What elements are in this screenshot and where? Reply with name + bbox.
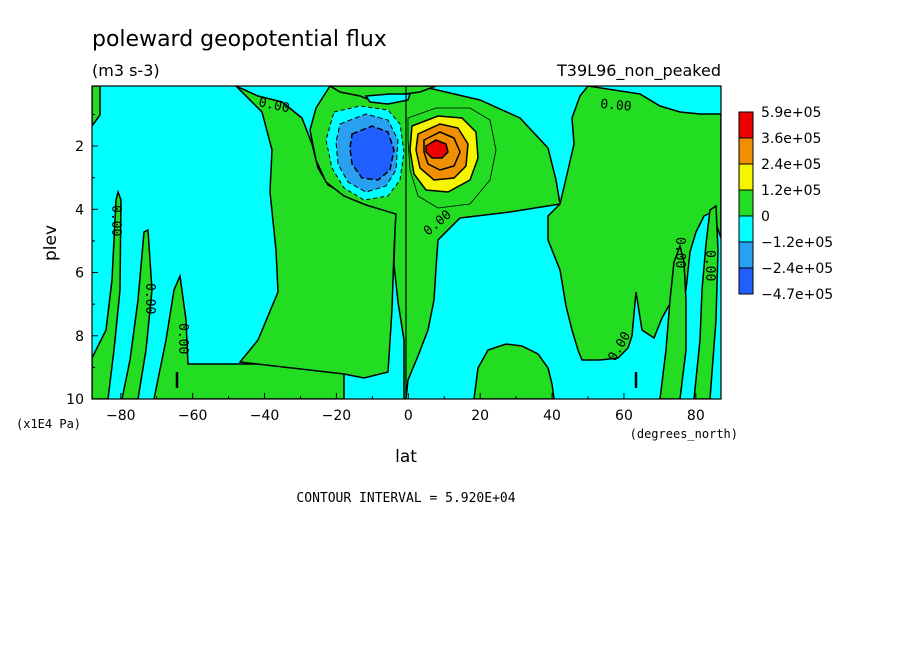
colorbar-label: −4.7e+05	[761, 287, 833, 303]
x-tick-label: 40	[543, 408, 561, 424]
colorbar-label: 5.9e+05	[761, 105, 821, 121]
colorbar-swatch	[738, 267, 754, 295]
positive-region-sp-strip2	[121, 228, 153, 399]
plot-frame	[91, 85, 722, 400]
contour-label: 0.00	[672, 237, 687, 268]
colorbar-label: 2.4e+05	[761, 157, 821, 173]
contour-label: 0.00	[108, 205, 123, 236]
positive-cell-core	[425, 139, 449, 159]
y-axis-label: plev	[41, 225, 61, 261]
y-tick-label: 8	[75, 329, 84, 345]
x-tick-label: −40	[250, 408, 280, 424]
y-tick-label: 6	[75, 266, 84, 282]
y-tick-label: 2	[75, 139, 84, 155]
colorbar-swatch	[738, 189, 754, 217]
contour-interval: CONTOUR INTERVAL = 5.920E+04	[296, 491, 515, 506]
negative-cell-core	[349, 125, 395, 181]
x-tick-label: 80	[687, 408, 705, 424]
x-tick-label: −20	[322, 408, 352, 424]
y-tick-label: 10	[66, 392, 84, 408]
chart-units: (m3 s-3)	[92, 61, 160, 80]
positive-region-southern-lobe	[235, 86, 397, 379]
colorbar-label: 1.2e+05	[761, 183, 821, 199]
colorbar: 5.9e+05 3.6e+05 2.4e+05 1.2e+05 0 −1.2e+05 −2.…	[738, 105, 833, 303]
positive-region-lower-center	[473, 343, 555, 399]
y-axis: 2 4 6 8 10	[66, 113, 98, 408]
colorbar-label: 3.6e+05	[761, 131, 821, 147]
positive-region-np-strip1	[659, 243, 687, 399]
colorbar-swatch	[738, 163, 754, 191]
y-tick-label: 4	[75, 202, 84, 218]
colorbar-swatch	[738, 241, 754, 269]
x-axis: −80 −60 −40 −20 0 20 40 60 80	[106, 393, 705, 424]
x-axis-units: (degrees_north)	[630, 427, 738, 441]
positive-region-sp-edge	[92, 86, 101, 128]
contour-labels: 0.00 0.00 0.00 0.00 0.00 0.00 0.00 0.00 …	[108, 95, 717, 364]
x-tick-label: −80	[106, 408, 136, 424]
colorbar-swatch	[738, 215, 754, 243]
colorbar-label: −1.2e+05	[761, 235, 833, 251]
x-tick-label: 60	[615, 408, 633, 424]
colorbar-swatch	[738, 111, 754, 139]
x-tick-label: 20	[471, 408, 489, 424]
contour-label: 0.00	[600, 97, 633, 115]
run-label: T39L96_non_peaked	[556, 61, 721, 81]
x-axis-label: lat	[395, 447, 417, 467]
colorbar-swatch	[738, 137, 754, 165]
contour-plot	[92, 86, 721, 399]
colorbar-label: 0	[761, 209, 770, 225]
y-axis-units: (x1E4 Pa)	[16, 417, 81, 431]
top-band-tongue	[364, 93, 412, 105]
positive-region-np-strip2	[693, 204, 719, 399]
x-tick-label: −60	[178, 408, 208, 424]
contour-label: 0.00	[702, 250, 717, 281]
contour-label: 0.00	[175, 323, 190, 354]
x-tick-label: 0	[404, 408, 413, 424]
contour-label: 0.00	[257, 95, 291, 116]
chart-title: poleward geopotential flux	[92, 27, 387, 52]
contour-label: 0.00	[142, 283, 157, 314]
colorbar-label: −2.4e+05	[761, 261, 833, 277]
positive-region-sp-strip1	[92, 189, 122, 399]
